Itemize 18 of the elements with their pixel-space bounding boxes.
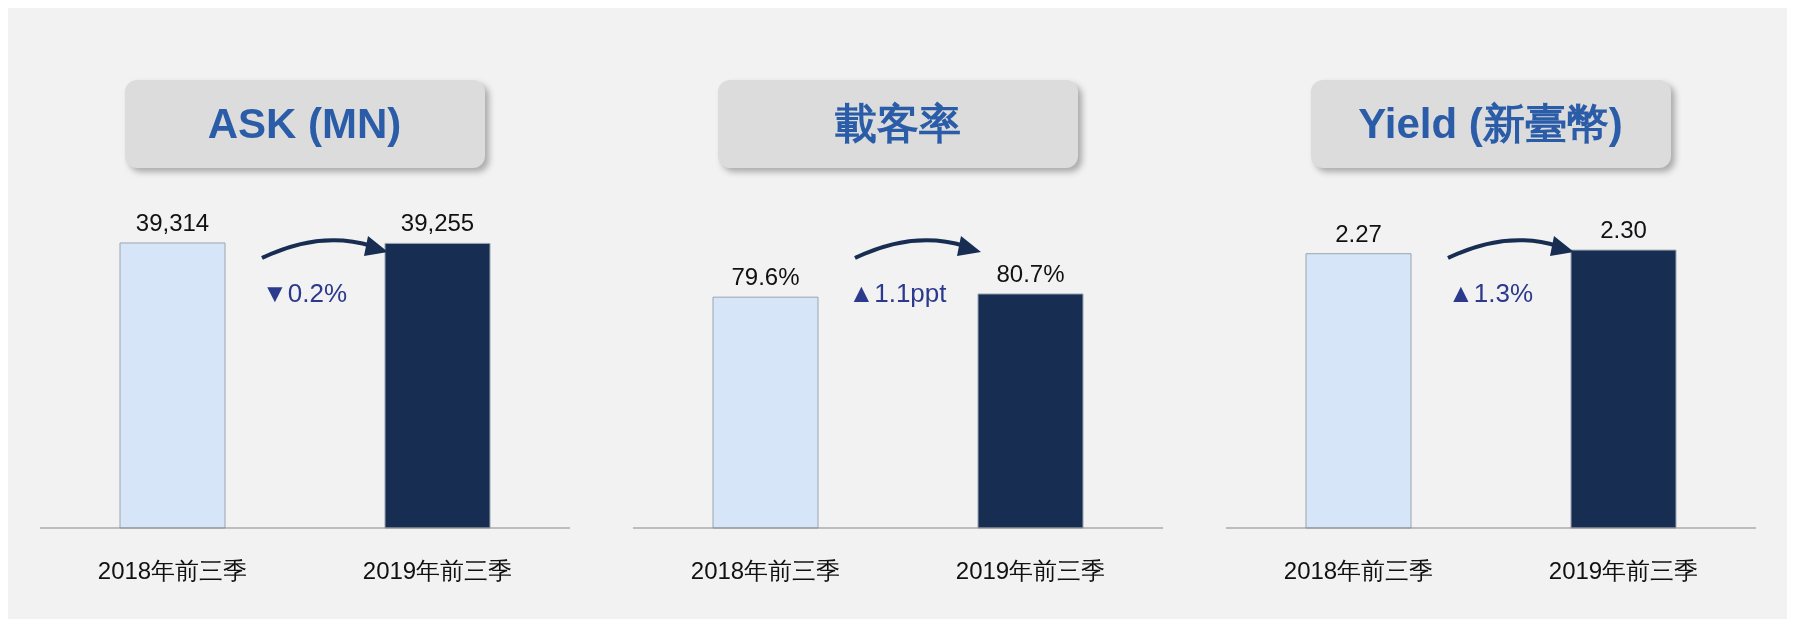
annotation: ▲1.1ppt bbox=[847, 278, 948, 309]
chart-title: ASK (MN) bbox=[124, 80, 485, 168]
x-tick-label: 2018年前三季 bbox=[1283, 557, 1433, 585]
data-label: 39,255 bbox=[400, 209, 474, 237]
annotation: ▼0.2% bbox=[261, 278, 348, 309]
chart-title: 載客率 bbox=[717, 80, 1078, 168]
data-label: 2.30 bbox=[1599, 216, 1647, 244]
chart-title: Yield (新臺幣) bbox=[1310, 80, 1671, 168]
annotation: ▲1.3% bbox=[1447, 278, 1534, 309]
data-label: 80.7% bbox=[995, 259, 1065, 287]
data-label: 79.6% bbox=[730, 263, 800, 291]
x-tick-label: 2019年前三季 bbox=[1548, 557, 1698, 585]
data-label: 2.27 bbox=[1334, 219, 1382, 247]
data-label: 39,314 bbox=[135, 208, 209, 236]
x-tick-label: 2019年前三季 bbox=[955, 557, 1105, 585]
x-tick-label: 2019年前三季 bbox=[362, 557, 512, 585]
x-tick-label: 2018年前三季 bbox=[690, 557, 840, 585]
x-tick-label: 2018年前三季 bbox=[97, 557, 247, 585]
